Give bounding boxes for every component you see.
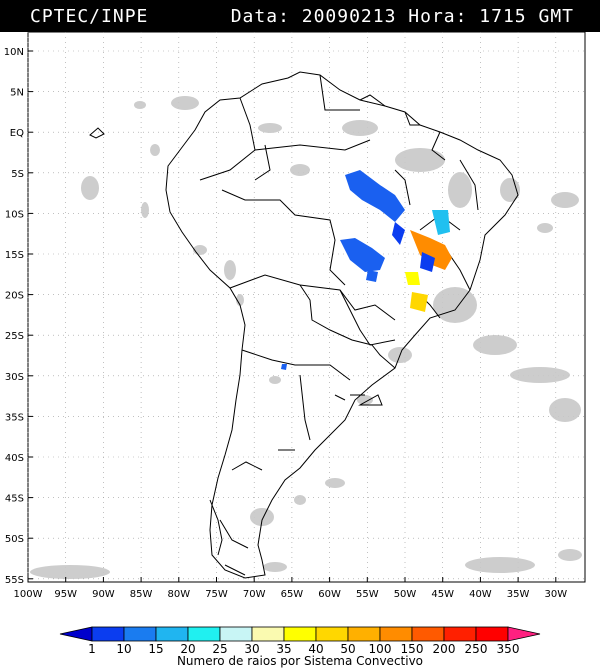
- latitude-labels: 10N 5N EQ 5S 10S 15S 20S 25S 30S 35S 40S 45S 50S 55S: [4, 47, 33, 586]
- lon-tick-label: 100W: [14, 589, 43, 600]
- lat-tick-label: 15S: [5, 250, 24, 261]
- legend-swatch: [507, 626, 541, 642]
- legend-label: 200: [433, 642, 456, 656]
- lon-tick-label: 45W: [431, 589, 454, 600]
- lat-tick-label: 20S: [5, 291, 24, 302]
- legend-label: 15: [148, 642, 163, 656]
- color-legend: [59, 626, 541, 642]
- header-source: CPTEC/INPE: [30, 6, 149, 27]
- lat-tick-label: 35S: [5, 412, 24, 423]
- system-small-1: [392, 222, 405, 245]
- legend-swatch: [59, 626, 93, 642]
- legend-swatch: [91, 626, 125, 642]
- convective-systems: [281, 170, 452, 370]
- system-cyan: [432, 210, 450, 235]
- legend-label: 350: [497, 642, 520, 656]
- legend-label: 250: [465, 642, 488, 656]
- legend-label: 35: [276, 642, 291, 656]
- legend-swatch: [155, 626, 189, 642]
- legend-swatch: [219, 626, 253, 642]
- lat-tick-label: EQ: [10, 128, 24, 139]
- legend-label: 1: [88, 642, 96, 656]
- header-datetime: Data: 20090213 Hora: 1715 GMT: [230, 6, 574, 27]
- lon-tick-label: 30W: [544, 589, 567, 600]
- legend-caption: Numero de raios por Sistema Convectivo: [176, 654, 424, 668]
- lat-tick-label: 45S: [5, 494, 24, 505]
- land-outlines: [89, 71, 519, 579]
- lat-tick-label: 50S: [5, 534, 24, 545]
- legend-swatch: [379, 626, 413, 642]
- lat-tick-label: 30S: [5, 372, 24, 383]
- legend-label: 40: [308, 642, 323, 656]
- system-amazon: [345, 170, 405, 222]
- legend-swatch: [411, 626, 445, 642]
- lon-tick-label: 90W: [92, 589, 115, 600]
- lon-tick-label: 75W: [205, 589, 228, 600]
- lat-tick-label: 55S: [5, 575, 24, 586]
- system-central-west: [340, 238, 385, 272]
- lon-tick-label: 85W: [130, 589, 153, 600]
- lat-tick-label: 25S: [5, 331, 24, 342]
- lat-tick-label: 10N: [4, 47, 24, 58]
- lon-tick-label: 60W: [318, 589, 341, 600]
- legend-swatch: [251, 626, 285, 642]
- legend-label: 50: [340, 642, 355, 656]
- longitude-labels: 100W 95W 90W 85W 80W 75W 70W 65W 60W 55W 50W 45W 40W…: [14, 577, 567, 600]
- lon-tick-label: 70W: [243, 589, 266, 600]
- legend-swatch: [123, 626, 157, 642]
- lon-tick-label: 50W: [394, 589, 417, 600]
- header-bar: CPTEC/INPE Data: 20090213 Hora: 1715 GMT: [0, 0, 600, 32]
- lon-tick-label: 40W: [469, 589, 492, 600]
- lat-tick-label: 5N: [10, 88, 24, 99]
- lon-tick-label: 65W: [281, 589, 304, 600]
- lon-tick-label: 95W: [54, 589, 77, 600]
- system-blue-2: [420, 252, 435, 272]
- legend-swatch: [315, 626, 349, 642]
- legend-labels: 1 10 15 20 25 30 35 40 50 100 150 200 250 350: [88, 642, 519, 656]
- legend-swatch: [187, 626, 221, 642]
- legend-label: 100: [369, 642, 392, 656]
- legend-label: 10: [116, 642, 131, 656]
- legend-swatch: [475, 626, 509, 642]
- lon-tick-label: 35W: [507, 589, 530, 600]
- system-orange: [410, 230, 452, 270]
- legend-label: 25: [212, 642, 227, 656]
- lat-tick-label: 10S: [5, 209, 24, 220]
- map-frame: [27, 31, 586, 583]
- legend-label: 30: [244, 642, 259, 656]
- lat-tick-label: 40S: [5, 453, 24, 464]
- system-yellow-2: [410, 292, 428, 312]
- legend-label: 20: [180, 642, 195, 656]
- lat-tick-label: 5S: [11, 169, 24, 180]
- legend-swatch: [347, 626, 381, 642]
- lon-tick-label: 55W: [356, 589, 379, 600]
- lon-tick-label: 80W: [167, 589, 190, 600]
- legend-label: 150: [401, 642, 424, 656]
- legend-swatch: [443, 626, 477, 642]
- system-yellow-1: [405, 272, 420, 285]
- legend-swatch: [283, 626, 317, 642]
